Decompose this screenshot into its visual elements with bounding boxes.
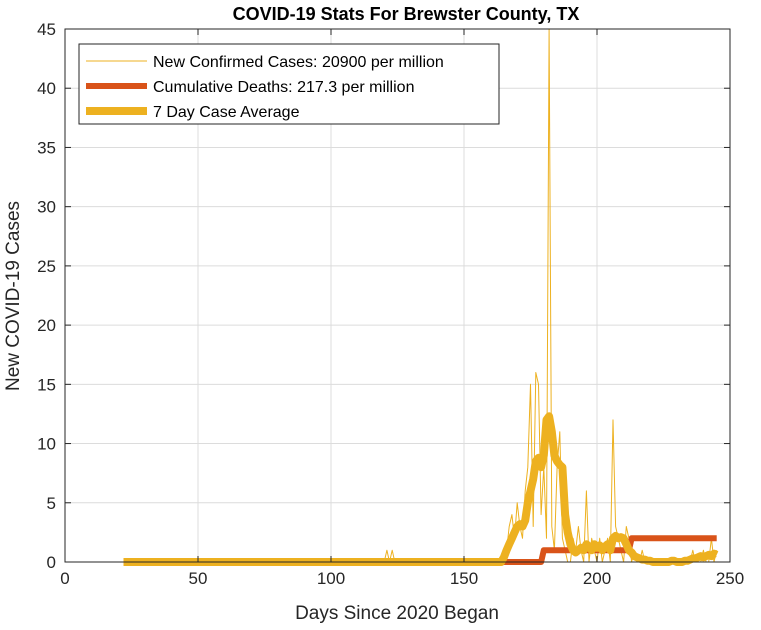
y-tick-label: 15 [37, 375, 56, 394]
x-tick-label: 100 [317, 569, 345, 588]
y-tick-label: 30 [37, 198, 56, 217]
x-axis: 0 50 100 150 200 250 [60, 29, 744, 588]
plot-frame [64, 28, 731, 563]
y-tick-label: 40 [37, 79, 56, 98]
y-tick-label: 45 [37, 20, 56, 39]
legend-label-2: Cumulative Deaths: 217.3 per million [153, 79, 414, 96]
legend-box [78, 43, 500, 125]
y-axis-label: New COVID-19 Cases [3, 201, 24, 391]
legend: New Confirmed Cases: 20900 per million Cu… [78, 43, 500, 125]
x-tick-label: 200 [583, 569, 611, 588]
legend-items: New Confirmed Cases: 20900 per million Cu… [86, 54, 444, 121]
chart-title: COVID-19 Stats For Brewster County, TX [233, 4, 580, 24]
x-axis-label: Days Since 2020 Began [295, 603, 499, 624]
x-tick-label: 50 [189, 569, 208, 588]
y-tick-label: 35 [37, 138, 56, 157]
y-tick-label: 10 [37, 435, 56, 454]
y-tick-label: 25 [37, 257, 56, 276]
y-tick-label: 20 [37, 316, 56, 335]
legend-label-1: New Confirmed Cases: 20900 per million [153, 54, 444, 71]
y-tick-label: 5 [47, 494, 56, 513]
y-axis: 0 5 10 15 20 25 30 35 40 45 [37, 20, 730, 572]
x-tick-label: 150 [450, 569, 478, 588]
legend-label-3: 7 Day Case Average [153, 104, 300, 121]
y-tick-label: 0 [47, 553, 56, 572]
x-tick-label: 0 [60, 569, 69, 588]
x-tick-label: 250 [716, 569, 744, 588]
